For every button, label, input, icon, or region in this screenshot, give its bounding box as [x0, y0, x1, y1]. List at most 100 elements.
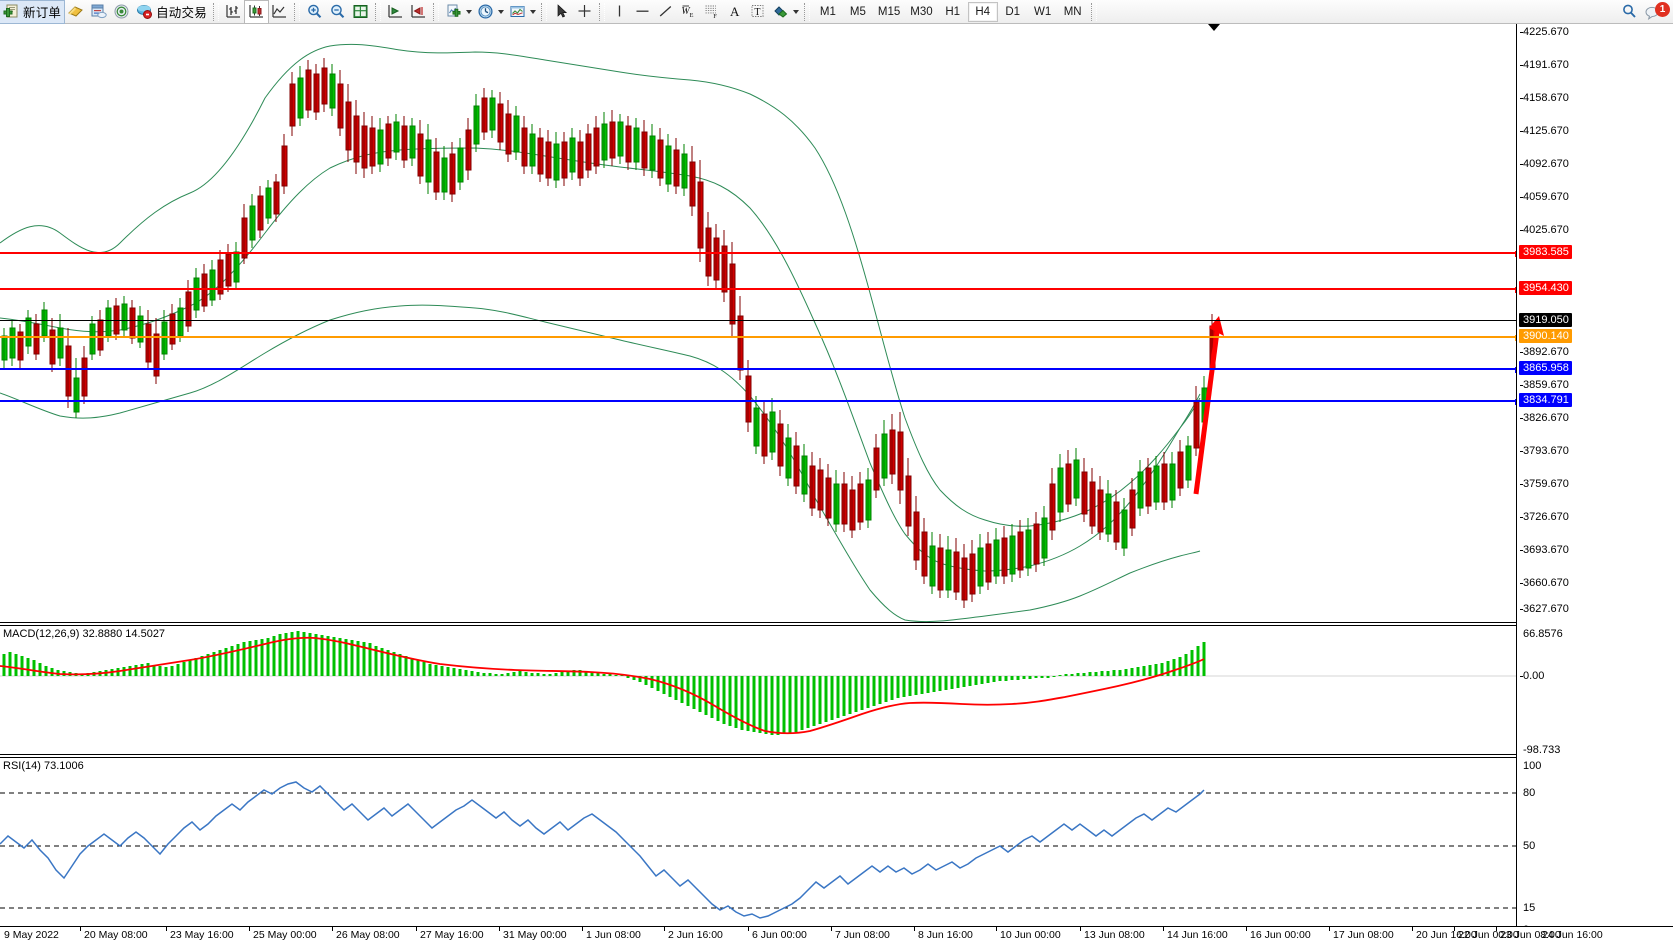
search-icon: [1621, 3, 1638, 20]
time-tick-label: 9 May 2022: [4, 929, 59, 941]
axis-tick-label: 4158.670: [1520, 92, 1569, 104]
zoom-out-button[interactable]: [326, 1, 349, 23]
indicators-button[interactable]: [442, 1, 465, 23]
periods-button[interactable]: [474, 1, 497, 23]
rsi-pane[interactable]: RSI(14) 73.1006: [0, 758, 1516, 943]
trendline-icon: [657, 3, 674, 20]
new-order-button[interactable]: 新订单: [0, 0, 66, 24]
toolbar-separator: [540, 2, 547, 21]
shapes-button[interactable]: [769, 1, 792, 23]
indicators-icon: [445, 3, 462, 20]
notification-button[interactable]: 1: [1641, 1, 1673, 23]
shapes-dropdown-arrow[interactable]: [792, 3, 801, 21]
time-tick-label: 16 Jun 00:00: [1250, 929, 1311, 941]
toolbar-separator: [374, 2, 381, 21]
horizontal-line-button[interactable]: [631, 1, 654, 23]
timeframe-mn[interactable]: MN: [1063, 5, 1082, 18]
candlestick-chart-button[interactable]: [243, 0, 269, 24]
axis-tick-label: 3759.670: [1520, 478, 1569, 490]
resistance-line-3954[interactable]: [0, 287, 1521, 293]
crosshair-icon: [576, 3, 593, 20]
timeframe-m1[interactable]: M1: [819, 5, 836, 18]
support-line-3865[interactable]: [0, 367, 1521, 373]
axis-tick-label: 4125.670: [1520, 125, 1569, 137]
price-tag-3983[interactable]: 3983.585: [1519, 245, 1572, 259]
chart-shift-marker[interactable]: [1208, 24, 1220, 31]
timeframe-m30[interactable]: M30: [910, 5, 933, 18]
price-tag-3834[interactable]: 3834.791: [1519, 393, 1572, 407]
price-tag-3954[interactable]: 3954.430: [1519, 281, 1572, 295]
fibonacci-button[interactable]: F: [700, 1, 723, 23]
auto-scroll-button[interactable]: [407, 1, 430, 23]
text-button[interactable]: A: [723, 1, 746, 23]
text-label-button[interactable]: T: [746, 1, 769, 23]
rsi-line: [0, 781, 1205, 919]
axis-tick-label: 3726.670: [1520, 511, 1569, 523]
timeframe-h4[interactable]: H4: [967, 1, 998, 22]
time-axis[interactable]: 9 May 2022 20 May 08:00 23 May 16:00 25 …: [0, 926, 1673, 943]
auto-scroll-icon: [410, 3, 427, 20]
pane-divider-price-macd-2: [0, 625, 1673, 626]
crosshair-button[interactable]: [573, 1, 596, 23]
axis-tick-label: 4225.670: [1520, 26, 1569, 38]
timeframe-m5[interactable]: M5: [849, 5, 866, 18]
time-tick-label: 7 Jun 08:00: [835, 929, 890, 941]
bar-chart-button[interactable]: [222, 1, 245, 23]
templates-icon: [509, 3, 526, 20]
tile-windows-icon: [352, 3, 369, 20]
text-icon: A: [726, 3, 743, 20]
expert-advisors-button[interactable]: [64, 1, 87, 23]
horizontal-line-icon: [634, 3, 651, 20]
chart-shift-button[interactable]: [384, 1, 407, 23]
rsi-axis-label-50: 50: [1523, 840, 1536, 852]
price-tag-3900[interactable]: 3900.140: [1519, 329, 1572, 343]
trend-arrow-annotation[interactable]: [1193, 316, 1224, 495]
chart-canvas-area[interactable]: MACD(12,26,9) 32.8880 14.5027 RSI(14) 73…: [0, 24, 1673, 943]
svg-text:F: F: [713, 13, 717, 20]
trendline-button[interactable]: [654, 1, 677, 23]
periods-dropdown-arrow[interactable]: [497, 3, 506, 21]
vertical-line-button[interactable]: [608, 1, 631, 23]
text-label-icon: T: [749, 3, 766, 20]
price-tag-3865[interactable]: 3865.958: [1519, 361, 1572, 375]
elliott-wave-button[interactable]: W E: [677, 1, 700, 23]
axis-tick-label: 4059.670: [1520, 191, 1569, 203]
cursor-button[interactable]: [550, 1, 573, 23]
resistance-line-3983[interactable]: [0, 251, 1521, 257]
timeframe-h1[interactable]: H1: [945, 5, 961, 18]
time-tick-label: 27 May 16:00: [420, 929, 484, 941]
tile-windows-button[interactable]: [349, 1, 372, 23]
price-series-svg: [0, 43, 1224, 623]
axis-tick-label: 3826.670: [1520, 412, 1569, 424]
axis-tick-label: 3627.670: [1520, 603, 1569, 615]
auto-trading-button[interactable]: 自动交易: [133, 1, 210, 23]
macd-pane[interactable]: MACD(12,26,9) 32.8880 14.5027: [0, 626, 1516, 754]
timeframe-w1[interactable]: W1: [1034, 5, 1052, 18]
templates-dropdown-arrow[interactable]: [529, 3, 538, 21]
templates-button[interactable]: [506, 1, 529, 23]
time-tick-label: 2 Jun 16:00: [668, 929, 723, 941]
time-tick-label: 24 Jun 16:00: [1542, 929, 1603, 941]
terminal-window-icon: [90, 3, 107, 20]
time-tick-label: 31 May 00:00: [503, 929, 567, 941]
expert-advisors-icon: [67, 3, 84, 20]
signals-button[interactable]: [110, 1, 133, 23]
terminal-window-button[interactable]: [87, 1, 110, 23]
indicators-dropdown-arrow[interactable]: [465, 3, 474, 21]
time-tick-label: 23 May 16:00: [170, 929, 234, 941]
price-pane[interactable]: [0, 28, 1521, 624]
level-line-3900[interactable]: [0, 335, 1521, 341]
timeframe-m15[interactable]: M15: [877, 5, 901, 18]
axis-tick-label: 3660.670: [1520, 577, 1569, 589]
support-line-3834[interactable]: [0, 399, 1521, 405]
svg-text:A: A: [730, 4, 740, 19]
zoom-in-button[interactable]: [303, 1, 326, 23]
price-axis[interactable]: 4225.670 4191.670 4158.670 4125.670 4092…: [1516, 24, 1673, 943]
axis-tick-label: 3793.670: [1520, 445, 1569, 457]
line-chart-button[interactable]: [268, 1, 291, 23]
timeframe-d1[interactable]: D1: [1005, 5, 1021, 18]
pane-divider-macd-rsi-2: [0, 757, 1673, 758]
time-tick-label: 6 Jun 00:00: [752, 929, 807, 941]
search-button[interactable]: [1618, 1, 1641, 23]
